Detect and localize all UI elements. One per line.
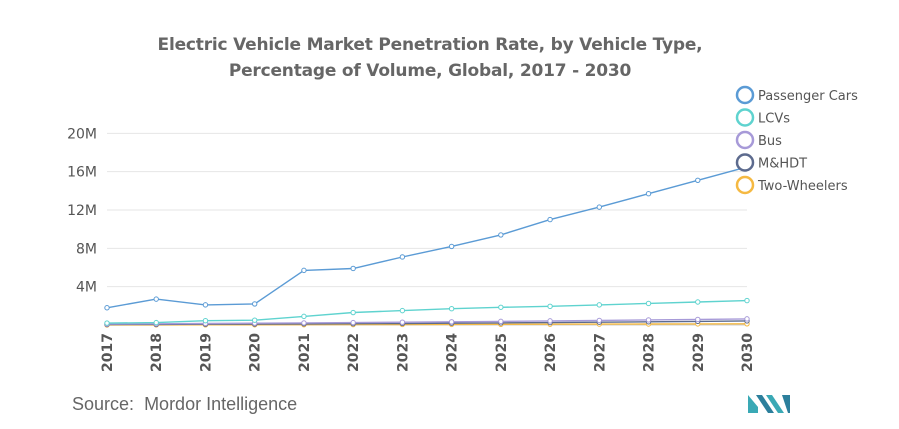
data-point	[399, 254, 406, 260]
chart-title-line-1: Electric Vehicle Market Penetration Rate…	[157, 35, 703, 55]
x-tick-label: 2029	[691, 333, 707, 372]
data-point	[498, 232, 504, 238]
data-point	[202, 302, 209, 308]
data-point	[104, 320, 110, 326]
chart-title: Electric Vehicle Market Penetration Rate…	[0, 32, 860, 84]
x-tick-label: 2025	[494, 333, 510, 372]
data-point	[301, 313, 307, 320]
x-tick-label: 2021	[297, 333, 313, 372]
legend-label: LCVs	[758, 112, 790, 127]
data-point	[695, 299, 701, 305]
x-tick-label: 2027	[592, 333, 608, 372]
source-note: Source: Mordor Intelligence	[72, 394, 297, 415]
x-tick-label: 2017	[100, 333, 116, 372]
data-point	[547, 216, 553, 223]
data-point	[744, 316, 750, 322]
data-point	[547, 303, 553, 310]
data-point	[350, 309, 356, 316]
series-line	[106, 166, 748, 309]
data-point	[251, 301, 258, 307]
legend-label: Bus	[758, 134, 782, 149]
data-point	[645, 300, 652, 307]
x-tick-label: 2026	[543, 333, 559, 372]
x-tick-label: 2024	[445, 333, 461, 372]
x-tick-label: 2028	[642, 333, 658, 372]
data-point	[350, 265, 356, 272]
series-lines	[104, 164, 750, 328]
x-tick-label: 2019	[198, 333, 214, 372]
data-point	[695, 316, 701, 323]
data-point	[498, 318, 504, 325]
data-point	[448, 319, 455, 325]
data-point	[547, 318, 553, 324]
mordor-intelligence-logo-icon	[748, 395, 790, 413]
y-tick-label: 4M	[76, 280, 97, 296]
x-axis-ticks: 2017 2018 2019 2020 2021 2022 2023 2024 2025 2026…	[100, 333, 756, 372]
data-point	[399, 319, 406, 325]
y-axis-ticks: 4M 8M 12M 16M 20M	[67, 126, 97, 295]
legend-label: Passenger Cars	[758, 89, 858, 104]
data-point	[301, 267, 307, 274]
legend-marker	[735, 130, 755, 150]
legend: Passenger Cars LCVs Bus M&HDT Two-Wheelers	[735, 85, 858, 195]
x-tick-label: 2030	[740, 333, 756, 372]
data-point	[153, 296, 159, 302]
legend-marker	[735, 153, 755, 172]
data-point	[202, 317, 209, 324]
legend-label: M&HDT	[758, 157, 807, 172]
data-point	[153, 319, 159, 326]
data-point	[301, 320, 307, 326]
data-point	[695, 177, 701, 183]
data-point	[744, 297, 750, 304]
y-tick-label: 8M	[76, 241, 97, 257]
data-point	[448, 243, 455, 250]
data-point	[399, 307, 406, 314]
data-point	[104, 305, 110, 311]
x-tick-label: 2020	[248, 333, 264, 372]
data-point	[596, 302, 603, 308]
data-point	[645, 317, 652, 323]
y-tick-label: 20M	[67, 126, 97, 142]
x-tick-label: 2018	[149, 333, 165, 372]
legend-marker	[735, 85, 755, 105]
legend-label: Two-Wheelers	[757, 179, 848, 194]
series-line	[106, 320, 748, 326]
x-tick-label: 2023	[395, 333, 411, 372]
data-point	[448, 306, 455, 312]
source-name: Mordor Intelligence	[144, 394, 298, 414]
x-tick-label: 2022	[346, 333, 362, 372]
data-point	[350, 319, 356, 326]
data-point	[645, 191, 652, 197]
grid-lines	[107, 132, 747, 288]
y-tick-label: 16M	[67, 165, 97, 181]
data-point	[498, 304, 504, 310]
legend-marker	[735, 175, 755, 195]
y-tick-label: 12M	[67, 203, 97, 219]
data-point	[596, 204, 603, 210]
series-line	[106, 318, 748, 325]
legend-marker	[735, 108, 755, 127]
source-label: Source:	[72, 394, 135, 414]
data-point	[596, 317, 603, 324]
series-line	[106, 299, 748, 324]
chart-title-line-2: Percentage of Volume, Global, 2017 - 203…	[228, 61, 632, 81]
data-point	[251, 317, 258, 323]
